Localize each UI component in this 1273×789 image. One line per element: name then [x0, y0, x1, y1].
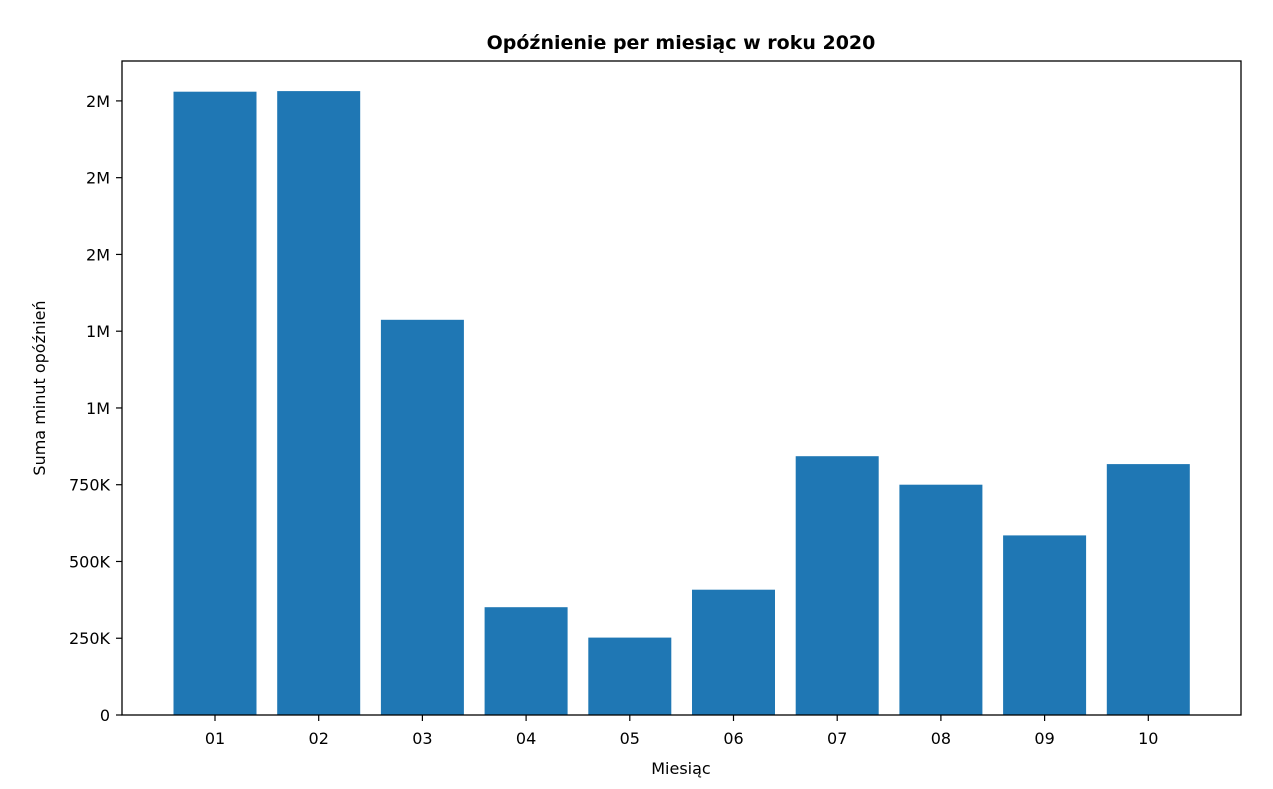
y-tick-label: 1M	[86, 322, 110, 341]
y-tick-label: 2M	[86, 169, 110, 188]
y-tick-label: 1M	[86, 399, 110, 418]
x-tick-label: 10	[1138, 729, 1158, 748]
bar-05	[588, 637, 672, 715]
bars-group	[173, 91, 1190, 716]
bar-08	[899, 484, 983, 715]
bar-10	[1106, 464, 1190, 715]
x-tick-label: 07	[827, 729, 847, 748]
y-tick-label: 2M	[86, 92, 110, 111]
bar-01	[173, 91, 257, 715]
chart-title: Opóźnienie per miesiąc w roku 2020	[487, 32, 876, 54]
x-tick-label: 08	[931, 729, 951, 748]
y-tick-label: 500K	[69, 552, 111, 571]
x-tick-label: 06	[723, 729, 743, 748]
x-axis-label: Miesiąc	[651, 759, 710, 778]
bar-06	[692, 589, 775, 715]
x-tick-label: 04	[516, 729, 536, 748]
x-tick-label: 02	[309, 729, 329, 748]
y-axis-ticks: 0 250K 500K 750K 1M 1M 2M 2M 2M	[69, 92, 122, 725]
y-tick-label: 0	[100, 706, 110, 725]
x-tick-label: 05	[620, 729, 640, 748]
bar-02	[277, 91, 361, 716]
y-tick-label: 250K	[69, 629, 111, 648]
bar-04	[484, 607, 568, 715]
y-tick-label: 2M	[86, 245, 110, 264]
bar-07	[795, 456, 879, 715]
plot-frame	[121, 60, 1242, 716]
bar-09	[1003, 535, 1087, 715]
bar-03	[380, 319, 464, 715]
x-axis-ticks: 01 02 03 04 05 06 07 08 09 10	[205, 715, 1158, 748]
y-axis-label: Suma minut opóźnień	[30, 300, 49, 475]
x-tick-label: 01	[205, 729, 225, 748]
x-tick-label: 09	[1034, 729, 1054, 748]
y-tick-label: 750K	[69, 476, 111, 495]
x-tick-label: 03	[412, 729, 432, 748]
